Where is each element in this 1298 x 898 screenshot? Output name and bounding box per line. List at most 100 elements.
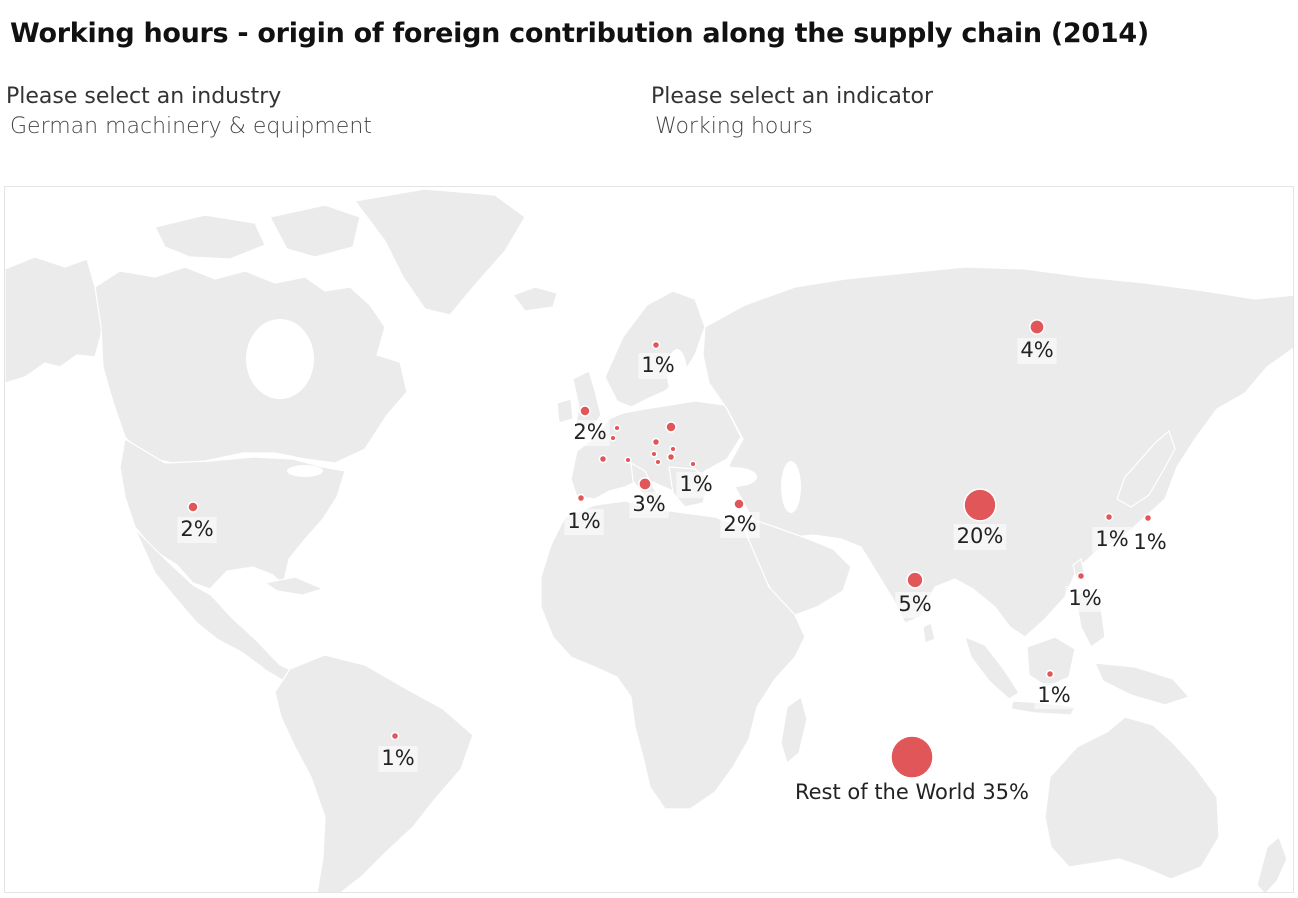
bubble-taiwan[interactable]	[1076, 571, 1086, 581]
lake-caspian	[781, 461, 801, 513]
bubble-label-usa: 2%	[177, 517, 217, 543]
bubble-hungary[interactable]	[666, 452, 676, 462]
land-sumatra	[964, 635, 1020, 700]
bubble-label-text: 2%	[723, 512, 756, 536]
bubble-label-text: 1%	[1068, 586, 1101, 610]
indicator-filter[interactable]: Please select an indicator Working hours	[651, 84, 933, 139]
land-arctic-islands	[154, 214, 266, 260]
bubble-label-japan: 1%	[1130, 530, 1170, 556]
bubble-label-bg	[720, 512, 760, 538]
bubble-label-text: 1%	[1095, 527, 1128, 551]
lake-black-sea	[709, 467, 757, 487]
world-map[interactable]: Rest of the World 35% 20% 5% 4% 3% 2% 2% 2% 1% 1%…	[4, 186, 1294, 893]
bubble-poland[interactable]	[665, 421, 677, 433]
bubble-label-bg	[629, 492, 669, 518]
bubble-label-text: 5%	[898, 592, 931, 616]
bubble-netherlands[interactable]	[613, 424, 621, 432]
bubble-label-bg	[1092, 527, 1132, 553]
indicator-filter-label: Please select an indicator	[651, 84, 934, 109]
bubble-label-bg	[570, 420, 610, 446]
bubble-label-bg	[564, 509, 604, 535]
bubble-india[interactable]	[906, 571, 924, 589]
land-ireland	[556, 398, 574, 424]
bubble-usa[interactable]	[187, 501, 199, 513]
bubble-china[interactable]	[963, 488, 997, 522]
bubble-label-bg	[1130, 530, 1170, 556]
bubble-label-bg	[1034, 683, 1074, 709]
bubble-label-indonesia: 1%	[1034, 683, 1074, 709]
bubble-label-text: 3%	[632, 492, 665, 516]
bubble-japan[interactable]	[1143, 513, 1153, 523]
bubble-south-korea[interactable]	[1104, 512, 1114, 522]
bubble-france[interactable]	[598, 454, 608, 464]
industry-filter[interactable]: Please select an industry German machine…	[6, 84, 372, 139]
land-japan	[1116, 429, 1176, 508]
bubble-label-text: 20%	[957, 524, 1004, 548]
bubble-label-spain: 1%	[564, 509, 604, 535]
label-layer: Rest of the World 35%20%5%4%3%2%2%2%1%1%…	[177, 338, 1170, 806]
bubble-brazil[interactable]	[390, 731, 400, 741]
bubble-layer	[187, 319, 1153, 779]
bubble-label-text: 1%	[381, 746, 414, 770]
industry-filter-value[interactable]: German machinery & equipment	[10, 114, 372, 139]
indicator-filter-value[interactable]: Working hours	[655, 114, 813, 139]
industry-filter-label: Please select an industry	[6, 84, 282, 109]
bubble-label-turkey: 2%	[720, 512, 760, 538]
bubble-finland[interactable]	[651, 340, 661, 350]
bubble-romania[interactable]	[689, 460, 697, 468]
bubble-label-bg	[1017, 338, 1057, 364]
bubble-label-bg	[895, 592, 935, 618]
land-south-america	[274, 654, 474, 892]
bubble-label-text: 1%	[641, 353, 674, 377]
land-sri-lanka	[922, 622, 936, 644]
bubble-label-india: 5%	[895, 592, 935, 618]
bubble-belgium[interactable]	[609, 434, 617, 442]
bubble-slovakia[interactable]	[669, 445, 677, 453]
bubble-label-text: 2%	[180, 517, 213, 541]
land-africa	[540, 500, 806, 810]
bubble-label-hungary: 1%	[676, 472, 716, 498]
bubble-label-bg	[378, 746, 418, 772]
land-australia	[1044, 716, 1220, 880]
bubble-slovenia[interactable]	[654, 458, 662, 466]
bubble-italy[interactable]	[638, 477, 652, 491]
bubble-label-bg	[1065, 586, 1105, 612]
land-greenland	[353, 188, 526, 316]
bubble-uk[interactable]	[579, 405, 591, 417]
bubble-label-bg	[676, 472, 716, 498]
bubble-label-bg	[791, 780, 1033, 806]
bubble-label-taiwan: 1%	[1065, 586, 1105, 612]
bubble-label-bg	[953, 524, 1007, 550]
bubble-label-bg	[177, 517, 217, 543]
bubble-spain[interactable]	[576, 493, 586, 503]
lake-great-lakes	[287, 465, 323, 477]
bubble-label-italy: 3%	[629, 492, 669, 518]
bubble-czechia[interactable]	[651, 437, 661, 447]
world-map-canvas: Rest of the World 35%20%5%4%3%2%2%2%1%1%…	[5, 188, 1293, 892]
bubble-turkey[interactable]	[733, 498, 745, 510]
bubble-indonesia[interactable]	[1045, 669, 1055, 679]
bubble-label-text: 4%	[1020, 338, 1053, 362]
bubble-rest-of-world[interactable]	[890, 735, 934, 779]
bubble-russia[interactable]	[1029, 319, 1045, 335]
bubble-switzerland[interactable]	[624, 456, 632, 464]
bubble-label-text: Rest of the World 35%	[795, 780, 1029, 804]
land-cuba	[263, 576, 325, 596]
bubble-label-finland: 1%	[638, 353, 678, 379]
bubble-austria[interactable]	[650, 450, 658, 458]
bubble-label-text: 1%	[1133, 530, 1166, 554]
bubble-label-south-korea: 1%	[1092, 527, 1132, 553]
bubble-label-brazil: 1%	[378, 746, 418, 772]
land-iceland	[512, 286, 558, 312]
land-borneo	[1026, 636, 1076, 688]
land-alaska	[5, 256, 104, 384]
land-new-zealand	[1256, 835, 1288, 892]
dashboard-title: Working hours - origin of foreign contri…	[10, 18, 1149, 49]
land-uk	[572, 370, 602, 428]
bubble-label-text: 1%	[567, 509, 600, 533]
bubble-label-text: 2%	[573, 420, 606, 444]
land-layer	[5, 188, 1293, 892]
bubble-label-text: 1%	[679, 472, 712, 496]
bubble-label-bg	[638, 353, 678, 379]
land-arctic-islands-east	[269, 204, 361, 258]
